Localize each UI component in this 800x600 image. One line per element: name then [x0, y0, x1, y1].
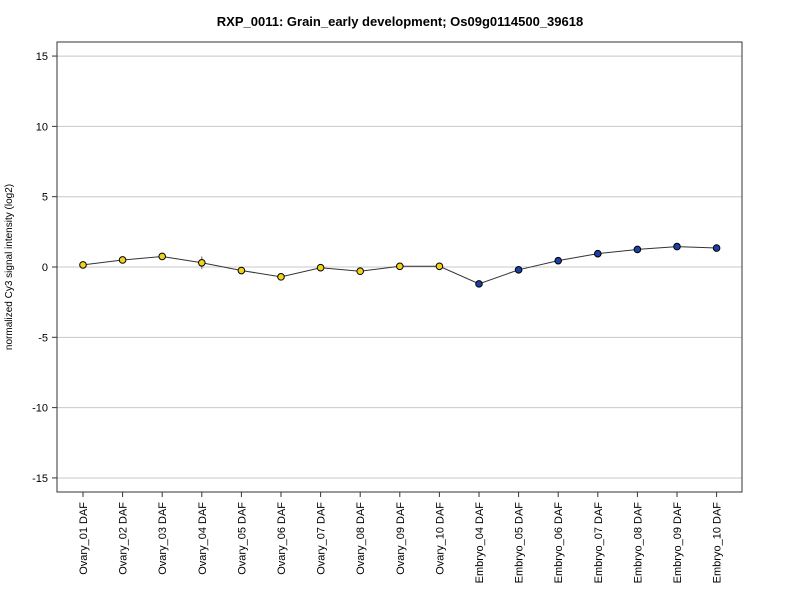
- y-tick-label: 5: [42, 192, 48, 204]
- x-tick-label: Ovary_06 DAF: [276, 502, 288, 575]
- x-tick-label: Ovary_07 DAF: [316, 502, 328, 575]
- x-tick-label: Embryo_06 DAF: [553, 502, 565, 584]
- x-tick-label: Ovary_05 DAF: [236, 502, 248, 575]
- x-tick-label: Ovary_08 DAF: [355, 502, 367, 575]
- data-point: [237, 266, 246, 275]
- x-axis: Ovary_01 DAF Ovary_02 DAF Ovary_03 DAF Ovar…: [78, 492, 724, 583]
- y-tick-label: -15: [32, 473, 48, 485]
- x-tick-label: Embryo_10 DAF: [712, 502, 724, 584]
- y-tick-label: 0: [42, 262, 48, 274]
- x-tick-label: Embryo_08 DAF: [632, 502, 644, 584]
- y-tick-label: -10: [32, 403, 48, 415]
- y-axis-label: normalized Cy3 signal intensity (log2): [4, 184, 15, 350]
- y-tick-label: 10: [36, 121, 48, 133]
- data-point: [633, 245, 642, 254]
- data-point: [118, 256, 127, 264]
- x-tick-label: Ovary_10 DAF: [434, 502, 446, 575]
- x-tick-label: Embryo_09 DAF: [672, 502, 684, 584]
- data-point: [712, 244, 721, 252]
- x-tick-label: Ovary_01 DAF: [78, 502, 90, 575]
- data-point: [396, 262, 404, 271]
- x-tick-label: Embryo_05 DAF: [514, 502, 526, 584]
- data-point: [673, 242, 681, 251]
- series: [79, 242, 721, 288]
- data-point: [277, 273, 285, 281]
- x-tick-label: Ovary_03 DAF: [157, 502, 169, 575]
- y-tick-label: -5: [38, 332, 48, 344]
- grid-lines: [57, 55, 742, 479]
- data-point: [554, 256, 563, 265]
- data-point: [594, 249, 602, 258]
- data-point: [356, 267, 365, 276]
- data-point: [198, 258, 206, 267]
- data-point: [158, 252, 166, 261]
- data-point: [79, 261, 87, 269]
- y-tick-label: 15: [36, 51, 48, 63]
- x-tick-label: Ovary_02 DAF: [118, 502, 130, 575]
- data-point: [475, 280, 483, 288]
- data-point: [435, 262, 444, 271]
- chart-title: RXP_0011: Grain_early development; Os09g…: [217, 14, 583, 29]
- x-tick-label: Embryo_04 DAF: [474, 502, 486, 584]
- x-tick-label: Ovary_09 DAF: [395, 502, 407, 575]
- x-tick-label: Embryo_07 DAF: [593, 502, 605, 584]
- y-axis: 15 10 5 0 -5 -10 -15: [32, 51, 57, 485]
- data-point: [316, 263, 325, 272]
- x-tick-label: Ovary_04 DAF: [197, 502, 209, 575]
- data-point: [514, 266, 523, 274]
